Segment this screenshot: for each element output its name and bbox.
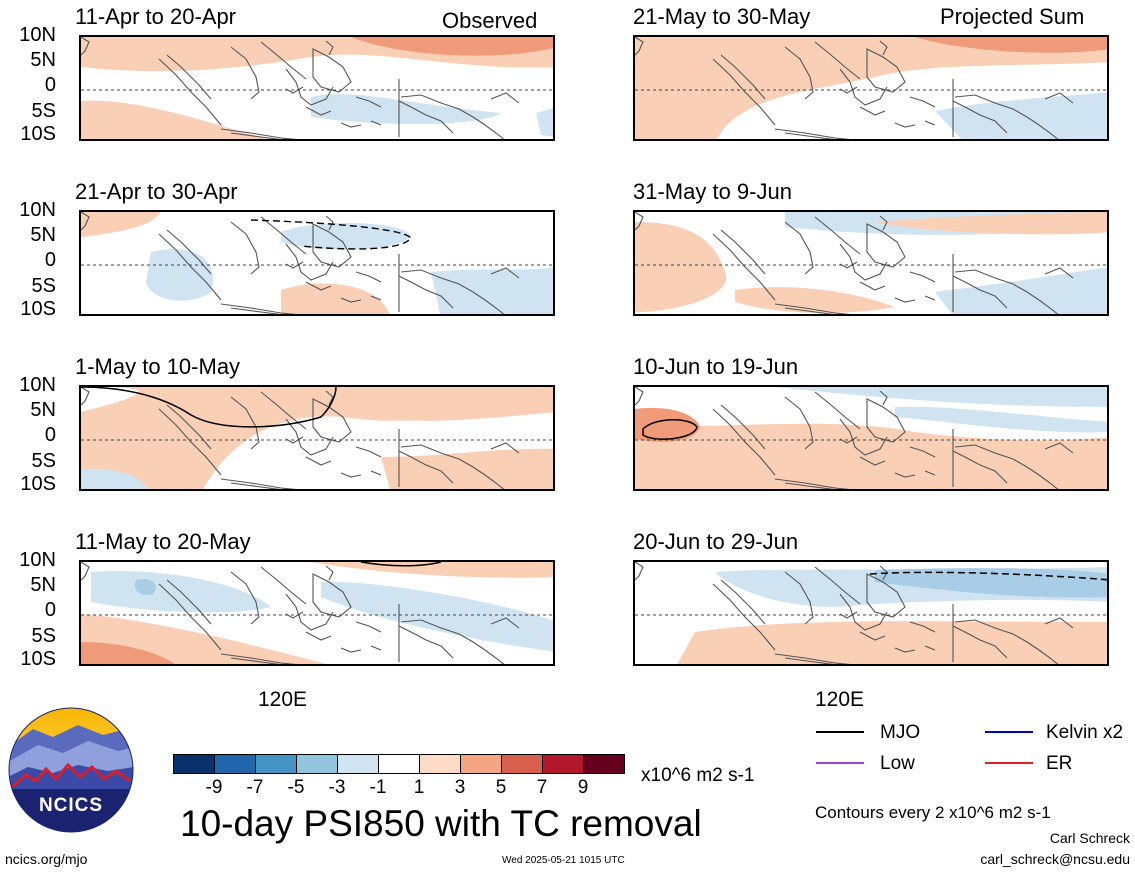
latitude-label: 0 (44, 424, 56, 446)
anomaly-map (635, 562, 1107, 664)
latitude-label: 10S (20, 648, 56, 670)
panel-title: 21-May to 30-May (633, 4, 811, 29)
colorbar-swatch (214, 754, 256, 774)
map-panel (79, 210, 555, 316)
timestamp: Wed 2025-05-21 1015 UTC (502, 855, 625, 866)
colorbar-tick-label: -5 (287, 777, 305, 798)
anomaly-map (635, 212, 1107, 314)
latitude-label: 5N (30, 224, 56, 246)
anomaly-map (81, 562, 553, 664)
anomaly-map (81, 387, 553, 489)
legend-swatch-low (816, 762, 864, 764)
contour-note: Contours every 2 x10^6 m2 s-1 (815, 803, 1051, 822)
latitude-label: 5N (30, 399, 56, 421)
longitude-label: 120E (258, 688, 308, 711)
colorbar-units: x10^6 m2 s-1 (641, 765, 755, 786)
panel-title: 10-Jun to 19-Jun (633, 354, 799, 379)
latitude-label: 10S (20, 298, 56, 320)
colorbar-swatch (419, 754, 461, 774)
latitude-label: 5S (31, 450, 56, 472)
panel-title: 11-May to 20-May (75, 529, 251, 554)
latitude-label: 10N (19, 374, 56, 396)
anomaly-map (635, 37, 1107, 139)
panel-title: 21-Apr to 30-Apr (75, 179, 238, 204)
panel-tag-observed: Observed (442, 8, 538, 33)
latitude-label: 0 (44, 249, 56, 271)
map-panel (633, 35, 1109, 141)
latitude-label: 0 (44, 74, 56, 96)
anomaly-map (81, 212, 553, 314)
email: carl_schreck@ncsu.edu (980, 851, 1130, 867)
panel-title: 31-May to 9-Jun (633, 179, 792, 204)
map-panel (79, 385, 555, 491)
colorbar-swatch (173, 754, 215, 774)
legend-swatch-mjo (816, 731, 864, 733)
map-panel (79, 560, 555, 666)
anomaly-map (81, 37, 553, 139)
colorbar-swatch (378, 754, 420, 774)
ncics-logo: NCICS (8, 707, 134, 833)
colorbar-swatch (542, 754, 584, 774)
latitude-label: 5S (31, 100, 56, 122)
website-link[interactable]: ncics.org/mjo (5, 851, 88, 867)
latitude-label: 5S (31, 625, 56, 647)
latitude-label: 10N (19, 549, 56, 571)
colorbar-tick-label: -3 (328, 777, 346, 798)
legend-swatch-er (985, 762, 1033, 764)
latitude-label: 0 (44, 599, 56, 621)
figure-title: 10-day PSI850 with TC removal (180, 803, 702, 844)
latitude-label: 10S (20, 473, 56, 495)
legend-swatch-kelvin (985, 731, 1033, 733)
legend-label-er: ER (1046, 753, 1073, 774)
colorbar-tick-label: 7 (536, 777, 548, 798)
colorbar-tick-label: 1 (413, 777, 425, 798)
panel-title: 1-May to 10-May (75, 354, 241, 379)
colorbar-tick-label: -1 (369, 777, 387, 798)
panel-title: 11-Apr to 20-Apr (75, 4, 237, 29)
colorbar-swatch (460, 754, 502, 774)
colorbar-tick-label: 3 (454, 777, 466, 798)
map-panel (633, 210, 1109, 316)
latitude-label: 10S (20, 123, 56, 145)
panel-tag-projected: Projected Sum (940, 4, 1085, 29)
longitude-label: 120E (815, 688, 865, 711)
colorbar-swatch (255, 754, 297, 774)
latitude-label: 5N (30, 49, 56, 71)
latitude-label: 5S (31, 275, 56, 297)
panel-title: 20-Jun to 29-Jun (633, 529, 799, 554)
legend-label-low: Low (880, 753, 915, 774)
latitude-label: 5N (30, 574, 56, 596)
map-panel (633, 560, 1109, 666)
logo-text: NCICS (38, 795, 104, 816)
colorbar-tick-label: -9 (205, 777, 223, 798)
colorbar-swatch (583, 754, 625, 774)
map-panel (79, 35, 555, 141)
colorbar-swatch (296, 754, 338, 774)
colorbar-tick-label: -7 (246, 777, 264, 798)
anomaly-map (635, 387, 1107, 489)
colorbar-swatch (337, 754, 379, 774)
colorbar-swatch (501, 754, 543, 774)
author: Carl Schreck (1049, 830, 1130, 846)
colorbar-tick-label: 5 (495, 777, 507, 798)
colorbar-tick-label: 9 (577, 777, 589, 798)
map-panel (633, 385, 1109, 491)
latitude-label: 10N (19, 199, 56, 221)
latitude-label: 10N (19, 24, 56, 46)
legend-label-mjo: MJO (880, 722, 921, 743)
legend-label-kelvin: Kelvin x2 (1046, 722, 1124, 743)
